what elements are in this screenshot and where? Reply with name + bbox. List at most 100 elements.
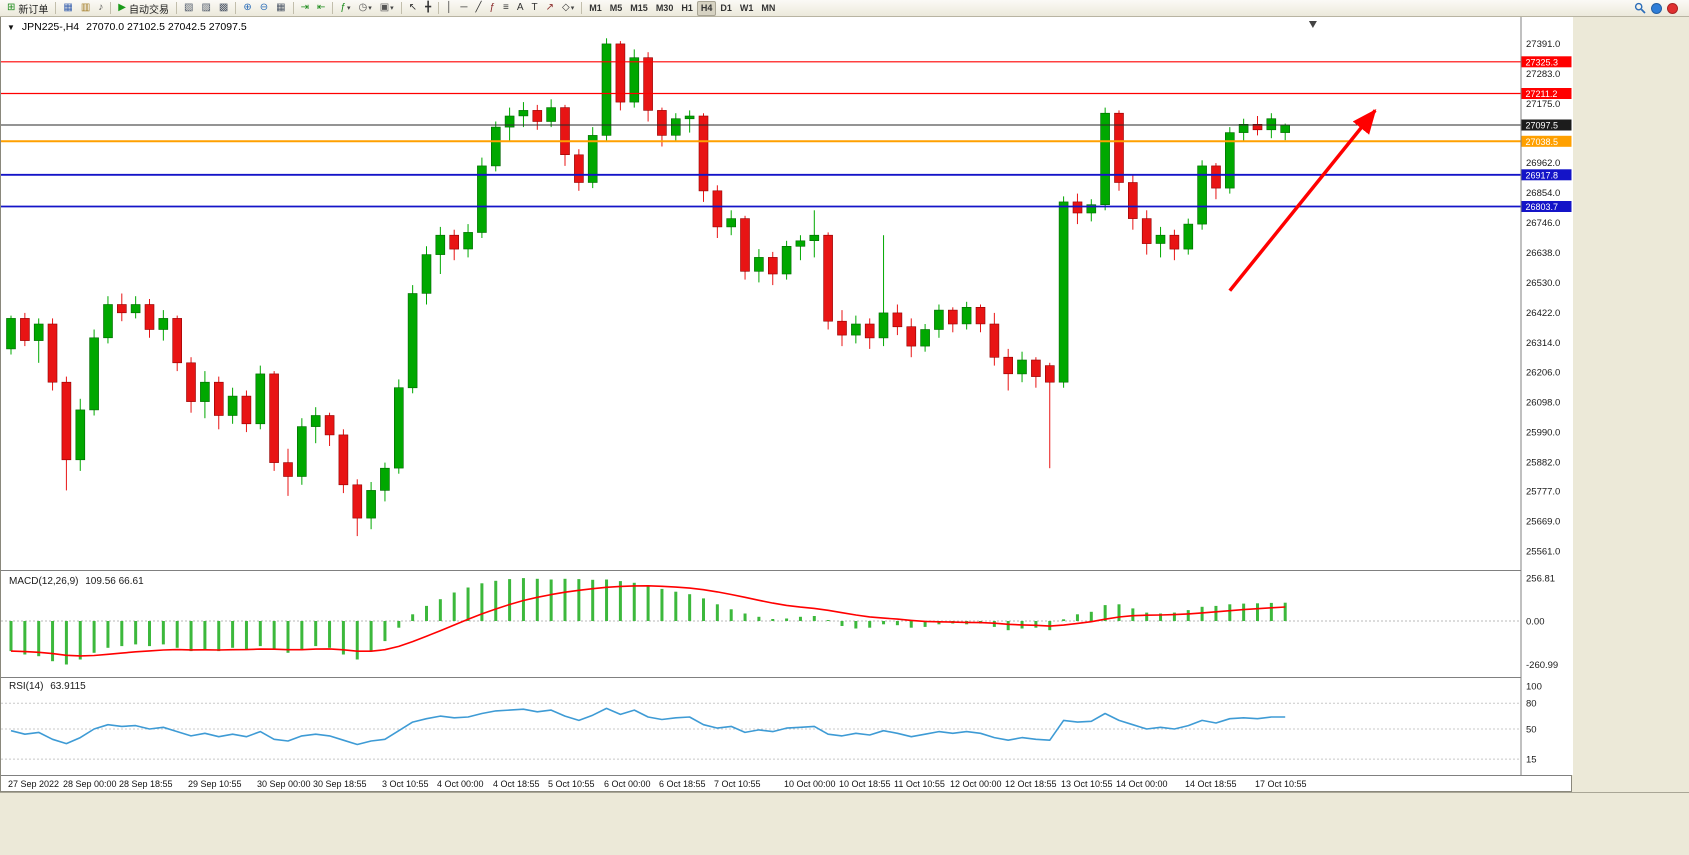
periods-icon-dropdown[interactable]: ▾ [368,5,372,12]
channel-icon-glyph: ≡ [503,2,509,13]
new-order-button-label: 新订单 [18,4,49,16]
macd-title: MACD(12,26,9) [9,576,79,587]
fibonacci-icon[interactable]: ƒ [485,1,499,16]
new-order-button-glyph: ⊞ [7,2,16,13]
vertical-line-icon[interactable]: │ [442,1,456,16]
svg-text:26314.0: 26314.0 [1526,338,1560,349]
shapes-icon-dropdown[interactable]: ▾ [570,5,575,12]
chart-header: ▼ JPN225-,H4 27070.0 27102.5 27042.5 270… [7,21,247,33]
svg-text:0.00: 0.00 [1526,617,1545,628]
svg-text:80: 80 [1526,699,1537,710]
tf-m30[interactable]: M30 [652,1,678,16]
time-label: 3 Oct 10:55 [382,779,429,789]
price-tag-26803.7 [1521,201,1572,212]
cascade-windows-icon-glyph: ▨ [201,2,211,13]
toolbar-separator [438,2,440,14]
text-icon[interactable]: A [513,1,528,16]
zoom-out-icon-glyph: ⊖ [259,2,269,13]
time-label: 30 Sep 00:00 [257,779,311,789]
arrows-icon-glyph: ↗ [545,2,555,13]
price-chart-canvas[interactable]: 27391.0 27283.0 27175.0 26962.0 26854.0 26746… [1,17,1573,775]
periods-icon[interactable]: ◷ ▾ [354,1,375,16]
tile-windows-icon[interactable]: ▧ [180,1,197,16]
time-label: 10 Oct 18:55 [839,779,891,789]
tf-mn[interactable]: MN [757,1,779,16]
text-label-icon[interactable]: T [528,1,542,16]
community-icon[interactable] [1651,2,1662,14]
toolbar-separator [332,2,334,14]
tf-d1[interactable]: D1 [716,1,736,16]
autotrading-button-glyph: ▶ [118,2,126,13]
svg-text:15: 15 [1526,755,1537,766]
time-label: 29 Sep 10:55 [188,779,242,789]
autotrading-button[interactable]: ▶ 自动交易 [114,1,173,16]
price-tag-27325.3 [1521,56,1572,68]
rsi-indicator-label: RSI(14) 63.9115 [9,681,86,692]
ohlc-values: 27070.0 27102.5 27042.5 27097.5 [86,21,247,33]
svg-text:27283.0: 27283.0 [1526,69,1560,80]
crosshair-icon[interactable]: ╋ [421,1,435,16]
tf-w1[interactable]: W1 [736,1,758,16]
indicators-add-icon[interactable]: ƒ ▾ [336,1,354,16]
tf-m5[interactable]: M5 [606,1,627,16]
community-icon-dot [1651,2,1662,14]
time-label: 27 Sep 2022 [8,779,60,789]
time-label: 6 Oct 00:00 [604,779,651,789]
tf-m15[interactable]: M15 [626,1,652,16]
chart-shift-marker[interactable] [1308,21,1317,28]
arrange-windows-icon-glyph: ▩ [218,2,229,13]
time-axis[interactable]: 27 Sep 2022 28 Sep 00:00 28 Sep 18:55 29 Se… [1,775,1571,791]
live-update-icon[interactable] [1667,2,1678,14]
cascade-windows-icon[interactable]: ▨ [197,1,214,16]
svg-text:27175.0: 27175.0 [1526,99,1560,110]
svg-text:25882.0: 25882.0 [1526,458,1560,469]
arrows-icon[interactable]: ↗ [542,1,558,16]
chart-shift-icon-glyph: ⇤ [316,2,326,13]
channel-icon[interactable]: ≡ [499,1,513,16]
arrange-windows-icon[interactable]: ▩ [215,1,232,16]
templates-icon-dropdown[interactable]: ▾ [390,5,394,12]
toolbar-separator [55,2,57,14]
sound-alert-icon[interactable]: ♪ [94,1,107,16]
charts-icon[interactable]: ▦ [59,1,76,16]
zoom-out-icon[interactable]: ⊖ [256,1,272,16]
tf-m1[interactable]: M1 [585,1,606,16]
rsi-value: 63.9115 [50,681,86,692]
toolbar-separator [110,2,112,14]
time-label: 28 Sep 00:00 [63,779,117,789]
new-order-button[interactable]: ⊞ 新订单 [3,1,52,16]
indicators-add-icon-dropdown[interactable]: ▾ [346,5,351,12]
tf-h4[interactable]: H4 [696,0,717,16]
zoom-in-icon[interactable]: ⊕ [239,1,255,16]
shapes-icon[interactable]: ◇ ▾ [558,1,578,16]
trendline-icon[interactable]: ╱ [471,1,485,16]
svg-text:27097.5: 27097.5 [1526,121,1559,131]
svg-text:26803.7: 26803.7 [1526,202,1559,212]
svg-text:26962.0: 26962.0 [1526,158,1560,169]
svg-text:25561.0: 25561.0 [1526,547,1560,558]
tf-d1-label: D1 [720,3,732,13]
tf-h1[interactable]: H1 [677,1,697,16]
tile-grid-icon[interactable]: ▦ [272,1,289,16]
shapes-icon-glyph: ◇ [562,2,570,13]
history-center-icon[interactable]: ▥ [77,1,94,16]
autotrading-button-label: 自动交易 [129,4,169,16]
cursor-icon-glyph: ↖ [408,2,418,13]
horizontal-line-icon[interactable]: ─ [456,1,471,16]
auto-scroll-icon[interactable]: ⇥ [297,1,313,16]
time-label: 10 Oct 00:00 [784,779,836,789]
history-center-icon-glyph: ▥ [80,2,91,13]
symbol-period-title: JPN225-,H4 [21,21,80,33]
macd-indicator-label: MACD(12,26,9) 109.56 66.61 [9,576,144,587]
macd-histogram [9,578,1287,665]
chart-shift-icon[interactable]: ⇤ [313,1,329,16]
one-click-collapse-icon[interactable]: ▼ [7,22,15,32]
svg-text:27211.2: 27211.2 [1526,89,1558,99]
trend-arrow-annotation[interactable] [1228,109,1377,292]
cursor-icon[interactable]: ↖ [405,1,421,16]
search-symbol-icon[interactable] [1634,2,1646,14]
toolbar-separator [400,2,402,14]
time-label: 6 Oct 18:55 [659,779,706,789]
svg-text:26206.0: 26206.0 [1526,368,1560,379]
templates-icon[interactable]: ▣ ▾ [376,1,398,16]
